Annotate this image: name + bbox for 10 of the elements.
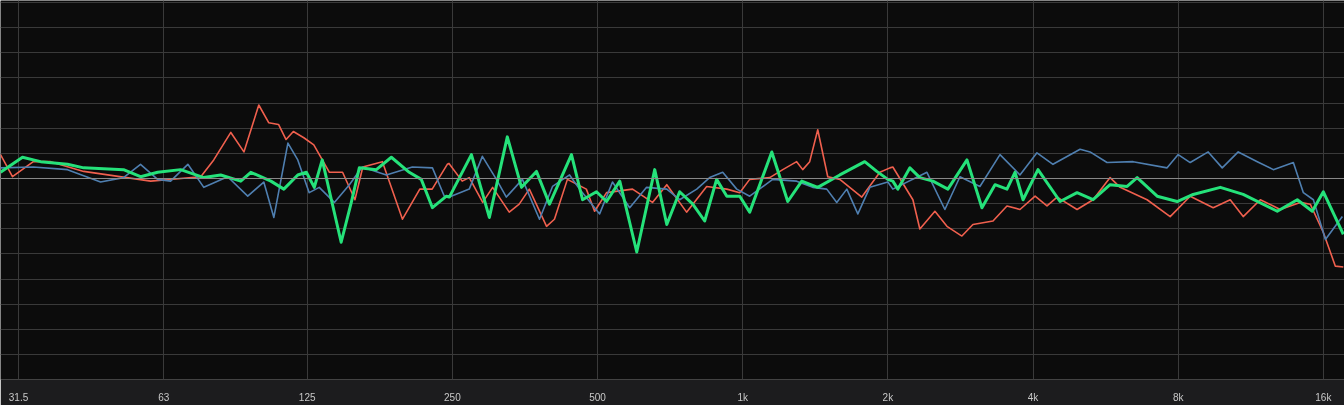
x-tick-label: 8k	[1172, 391, 1185, 403]
x-tick-label: 31.5	[8, 391, 29, 403]
x-tick-label: 4k	[1027, 391, 1040, 403]
x-tick-label: 125	[298, 391, 316, 403]
x-tick-label: 1k	[737, 391, 749, 403]
x-tick-label: 16k	[1315, 391, 1333, 403]
x-tick-label: 500	[589, 391, 607, 403]
x-tick-label: 63	[158, 391, 170, 403]
x-tick-label: 250	[444, 391, 462, 403]
x-tick-label: 2k	[882, 391, 895, 403]
